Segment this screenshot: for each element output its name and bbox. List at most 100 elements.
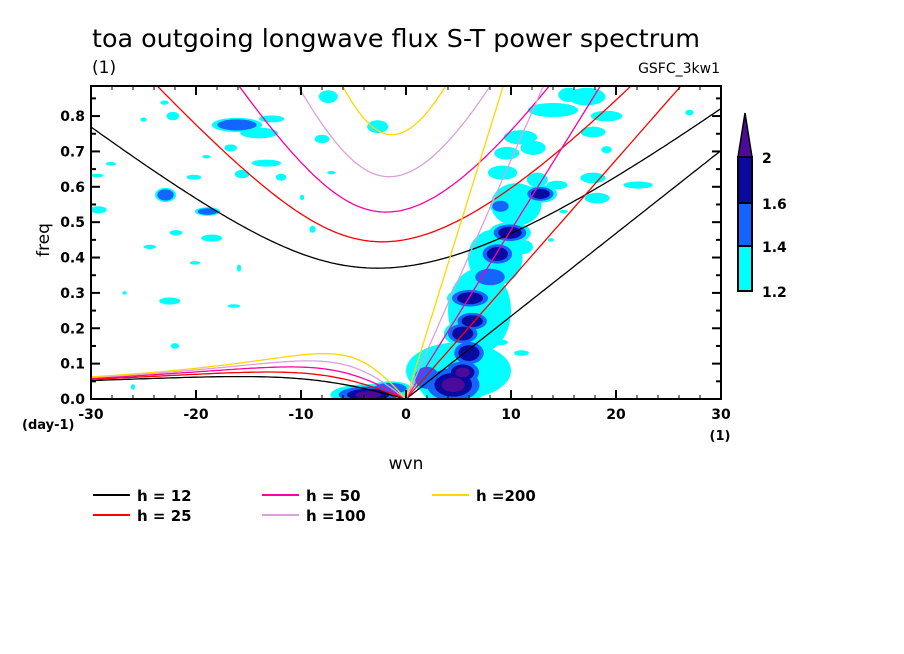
contour-region-level-1 <box>143 244 157 250</box>
x-tick-label: 30 <box>711 407 731 423</box>
contour-region-level-3 <box>457 292 483 305</box>
contour-region-level-1 <box>546 180 568 190</box>
contour-region-level-4 <box>441 377 465 393</box>
dispersion-curve-equatorial_rossby_n1-h12 <box>91 375 407 399</box>
contour-region-level-1 <box>160 100 169 105</box>
y-tick-label: 0.4 <box>60 251 85 267</box>
x-axis-unit: (1) <box>710 429 731 444</box>
chart-title: toa outgoing longwave flux S-T power spe… <box>92 24 700 53</box>
dispersion-curve-equatorial_rossby_n1-h50 <box>91 366 407 399</box>
contour-region-level-4 <box>455 367 470 378</box>
contour-region-level-1 <box>166 111 180 121</box>
axis-ticks <box>90 86 722 400</box>
colorbar-label: 1.2 <box>762 285 787 301</box>
contour-region-level-1 <box>584 192 610 204</box>
contour-region-level-1 <box>580 126 606 138</box>
contour-region-level-1 <box>105 162 117 166</box>
contour-region-level-1 <box>514 350 529 356</box>
legend: h = 12 h = 25 h = 50 h =100 h =200 <box>93 487 536 525</box>
contour-region-level-3 <box>461 315 483 328</box>
contour-region-level-4 <box>355 391 382 399</box>
x-tick-labels: -30 -20 -10 0 10 20 30 <box>78 407 731 423</box>
contour-region-level-1 <box>170 343 180 349</box>
contour-region-level-1 <box>327 170 336 175</box>
colorbar-segment-1 <box>737 245 753 292</box>
contour-region-level-1 <box>559 209 568 214</box>
contour-region-level-1 <box>520 140 546 155</box>
contour-region-level-1 <box>493 339 508 346</box>
colorbar-label: 1.6 <box>762 197 787 213</box>
y-axis-label: freq <box>34 223 54 257</box>
x-tick-label: 20 <box>606 407 626 423</box>
contour-region-level-1 <box>251 159 282 167</box>
colorbar-segment-2 <box>737 202 753 247</box>
dispersion-curves <box>91 86 721 399</box>
legend-item: h = 50 <box>262 487 361 505</box>
legend-item: h =100 <box>262 507 366 525</box>
contour-region-level-1 <box>122 291 127 295</box>
contour-region-level-2 <box>217 119 257 131</box>
contour-region-level-1 <box>547 238 555 242</box>
contour-region-level-1 <box>685 109 694 116</box>
colorbar-segment-3 <box>737 156 753 204</box>
dispersion-curve-inertia_gravity_n1-h100 <box>297 86 491 178</box>
contour-region-level-1 <box>309 225 316 233</box>
y-tick-labels: 0.0 0.1 0.2 0.3 0.4 0.5 0.6 0.7 0.8 <box>60 109 85 408</box>
contour-region-level-1 <box>224 144 237 152</box>
contour-region-level-1 <box>558 87 580 102</box>
legend-item: h = 25 <box>93 507 192 525</box>
y-tick-label: 0.3 <box>60 286 85 302</box>
chart-units-label: (1) <box>92 58 116 78</box>
y-tick-label: 0.2 <box>60 321 85 337</box>
dispersion-curve-inertia_gravity_n1-h200 <box>341 86 447 136</box>
contour-region-level-1 <box>186 174 202 180</box>
legend-item: h =200 <box>432 487 536 505</box>
y-axis-unit: (day-1) <box>22 418 74 433</box>
dispersion-curve-equatorial_rossby_n1-h200 <box>91 352 407 399</box>
contour-region-level-1 <box>512 239 534 254</box>
x-tick-label: 0 <box>401 407 411 423</box>
contour-region-level-1 <box>91 206 107 214</box>
dispersion-curve-equatorial_rossby_n1-h25 <box>91 371 407 399</box>
contour-region-level-1 <box>91 173 104 178</box>
contour-region-level-1 <box>169 229 183 236</box>
x-tick-label: -20 <box>183 407 209 423</box>
contour-region-level-1 <box>601 146 612 154</box>
dispersion-curve-kelvin-h25 <box>405 86 682 399</box>
contour-region-level-1 <box>227 304 241 308</box>
contour-region-level-1 <box>318 90 338 103</box>
y-tick-label: 0.6 <box>60 180 85 196</box>
contour-region-level-1 <box>623 181 653 189</box>
dispersion-curve-kelvin-h12 <box>405 149 721 399</box>
contour-region-level-1 <box>236 264 242 272</box>
colorbar: 1.2 1.4 1.6 2 <box>737 112 787 301</box>
contour-region-level-1 <box>314 134 330 144</box>
contour-region-level-1 <box>202 154 211 159</box>
colorbar-label: 1.4 <box>762 240 787 256</box>
contour-region-level-3 <box>486 247 508 261</box>
legend-label: h = 50 <box>306 487 361 505</box>
x-axis-label: wvn <box>389 454 424 474</box>
dispersion-curve-inertia_gravity_n1-h25 <box>156 86 632 243</box>
contour-region-level-1 <box>487 165 518 180</box>
dispersion-curve-kelvin-h100 <box>405 86 545 399</box>
contour-region-level-2 <box>492 200 509 212</box>
legend-item: h = 12 <box>93 487 192 505</box>
contour-region-level-2 <box>157 189 174 201</box>
contour-region-level-1 <box>526 172 548 187</box>
y-tick-label: 0.5 <box>60 215 85 231</box>
y-tick-label: 0.0 <box>60 392 85 408</box>
contour-region-level-1 <box>234 169 250 179</box>
dispersion-curve-kelvin-h50 <box>405 86 602 399</box>
contour-region-level-1 <box>240 127 278 139</box>
contour-region-level-1 <box>299 194 305 201</box>
contour-region-level-2 <box>475 268 505 286</box>
contour-region-level-2 <box>414 366 440 389</box>
x-tick-label: -30 <box>78 407 104 423</box>
legend-label: h = 12 <box>137 487 192 505</box>
dispersion-curve-inertia_gravity_n1-h12 <box>91 107 721 269</box>
contour-region-level-2 <box>197 208 218 215</box>
dispersion-curve-equatorial_rossby_n1-h100 <box>91 360 407 399</box>
contour-region-level-1 <box>580 172 606 184</box>
